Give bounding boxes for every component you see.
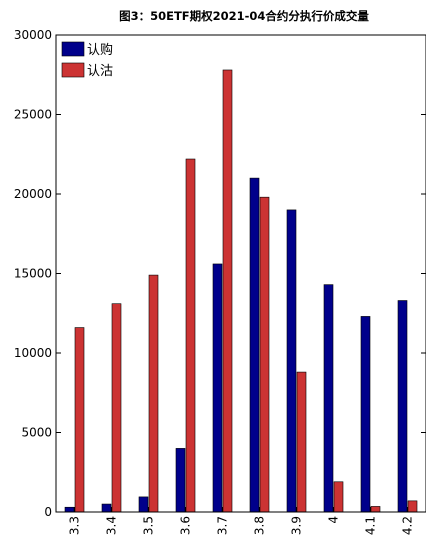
bar-put <box>333 481 344 513</box>
legend-label-call: 认购 <box>87 42 113 58</box>
legend-swatch-call <box>61 41 85 57</box>
y-tick-label: 25000 <box>14 108 52 122</box>
bar-put <box>111 303 122 513</box>
bar-call <box>175 448 186 513</box>
legend-swatch-put <box>61 62 85 78</box>
x-tick-label: 4.2 <box>401 516 415 535</box>
y-tick-label: 15000 <box>14 267 52 281</box>
bar-call <box>286 209 297 513</box>
bars <box>64 69 418 513</box>
y-tick-label: 5000 <box>21 426 52 440</box>
bar-call <box>249 177 260 513</box>
y-tick-label: 0 <box>44 505 52 519</box>
bar-call <box>64 506 75 513</box>
y-tick-label: 20000 <box>14 187 52 201</box>
bar-put <box>259 196 270 513</box>
plot-frame <box>55 34 426 513</box>
bar-call <box>212 263 223 513</box>
x-tick-label: 3.6 <box>179 516 193 535</box>
y-axis: 0 5000 10000 15000 20000 25000 30000 <box>14 28 426 519</box>
x-tick-label: 3.8 <box>253 516 267 535</box>
x-tick-label: 4 <box>327 516 341 524</box>
bar-call <box>101 503 112 513</box>
bar-call <box>323 284 334 513</box>
y-tick-label: 30000 <box>14 28 52 42</box>
x-tick-label: 4.1 <box>364 516 378 535</box>
x-tick-label: 3.7 <box>216 516 230 535</box>
bar-put <box>222 69 233 513</box>
bar-call <box>138 496 149 513</box>
chart-title: 图3：50ETF期权2021-04合约分执行价成交量 <box>119 9 369 23</box>
bar-put <box>407 500 418 513</box>
bar-call <box>360 316 371 513</box>
bar-put <box>148 274 159 513</box>
x-tick-label: 3.5 <box>142 516 156 535</box>
y-tick-label: 10000 <box>14 346 52 360</box>
x-tick-label: 3.3 <box>68 516 82 535</box>
x-axis: 3.3 3.4 3.5 3.6 3.7 3.8 3.9 4 4.1 4.2 <box>68 507 415 535</box>
x-tick-label: 3.4 <box>105 516 119 535</box>
bar-put <box>185 158 196 513</box>
x-tick-label: 3.9 <box>290 516 304 535</box>
legend-label-put: 认沽 <box>87 64 113 79</box>
bar-call <box>397 300 408 513</box>
bar-put <box>370 506 381 513</box>
bar-put <box>74 327 85 513</box>
bar-put <box>296 371 307 513</box>
